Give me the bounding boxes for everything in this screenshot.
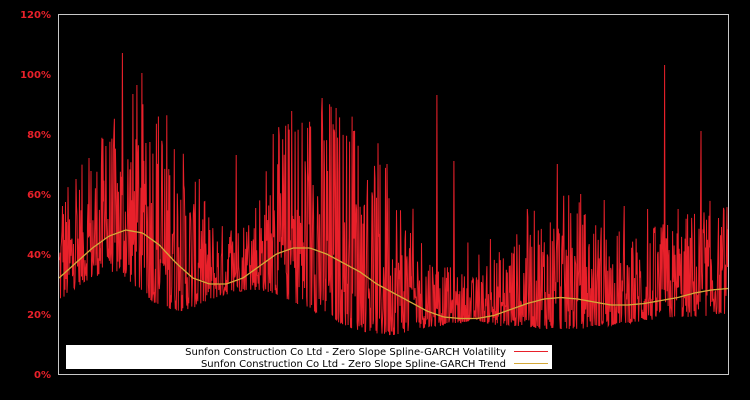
y-axis: 0% 20% 40% 60% 80% 100% 120% [20,10,51,381]
y-tick-label: 0% [34,370,51,381]
legend-box [66,345,552,369]
y-tick-label: 60% [27,190,51,201]
volatility-series [58,52,729,336]
legend-label-trend: Sunfon Construction Co Ltd - Zero Slope … [201,359,506,370]
legend: Sunfon Construction Co Ltd - Zero Slope … [66,345,552,370]
y-tick-label: 100% [20,70,51,81]
y-tick-label: 80% [27,130,51,141]
volatility-line [58,52,729,336]
legend-label-volatility: Sunfon Construction Co Ltd - Zero Slope … [185,347,506,358]
plot-area [58,52,729,336]
y-tick-label: 40% [27,250,51,261]
plot-frame [58,14,729,375]
y-tick-label: 120% [20,10,51,21]
y-tick-label: 20% [27,310,51,321]
trend-series [58,229,729,320]
